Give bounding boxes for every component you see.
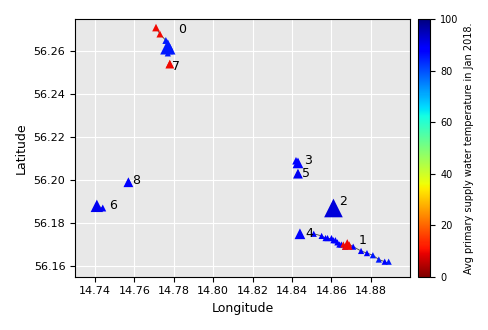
Point: [164, 51, 172, 56]
Point: [294, 171, 302, 176]
Point: [324, 235, 331, 241]
Point: [329, 205, 337, 211]
Point: [318, 233, 325, 239]
Point: [296, 231, 304, 236]
Text: 4: 4: [306, 227, 314, 240]
Point: [344, 242, 351, 247]
Text: 2: 2: [339, 195, 347, 208]
Point: [99, 205, 107, 211]
Text: 3: 3: [304, 154, 312, 167]
Text: 1: 1: [359, 234, 367, 247]
Point: [381, 259, 388, 264]
Point: [385, 259, 392, 264]
Point: [363, 250, 371, 256]
Point: [346, 242, 353, 247]
Point: [292, 158, 300, 163]
Point: [375, 257, 383, 262]
Point: [337, 242, 345, 247]
Point: [124, 180, 132, 185]
Text: 0: 0: [178, 23, 186, 36]
Point: [93, 203, 101, 209]
Point: [166, 44, 174, 50]
Point: [166, 61, 174, 67]
Point: [294, 171, 302, 176]
Text: 6: 6: [109, 199, 117, 212]
Point: [335, 242, 343, 247]
Text: 7: 7: [172, 60, 180, 73]
Point: [344, 242, 351, 247]
Point: [331, 238, 339, 243]
Point: [166, 61, 174, 67]
Point: [329, 238, 337, 243]
Point: [349, 244, 357, 249]
Y-axis label: Avg primary supply water temperature in Jan 2018.: Avg primary supply water temperature in …: [464, 22, 474, 274]
Point: [124, 180, 132, 185]
X-axis label: Longitude: Longitude: [212, 302, 274, 315]
Point: [294, 160, 302, 166]
Point: [327, 235, 335, 241]
Point: [333, 240, 341, 245]
Point: [310, 231, 318, 236]
Point: [152, 25, 160, 30]
Point: [156, 31, 164, 37]
Point: [296, 231, 304, 236]
Point: [342, 244, 349, 249]
Y-axis label: Latitude: Latitude: [15, 122, 28, 174]
Point: [369, 252, 377, 258]
Point: [340, 242, 347, 247]
Point: [93, 203, 101, 209]
Point: [162, 38, 170, 43]
Point: [164, 44, 172, 50]
Point: [327, 208, 335, 213]
Point: [329, 201, 337, 206]
Text: 8: 8: [132, 174, 141, 186]
Point: [357, 248, 365, 253]
Point: [294, 160, 302, 166]
Point: [322, 235, 329, 241]
Text: 5: 5: [302, 167, 310, 180]
Point: [166, 49, 174, 54]
Point: [164, 42, 172, 48]
